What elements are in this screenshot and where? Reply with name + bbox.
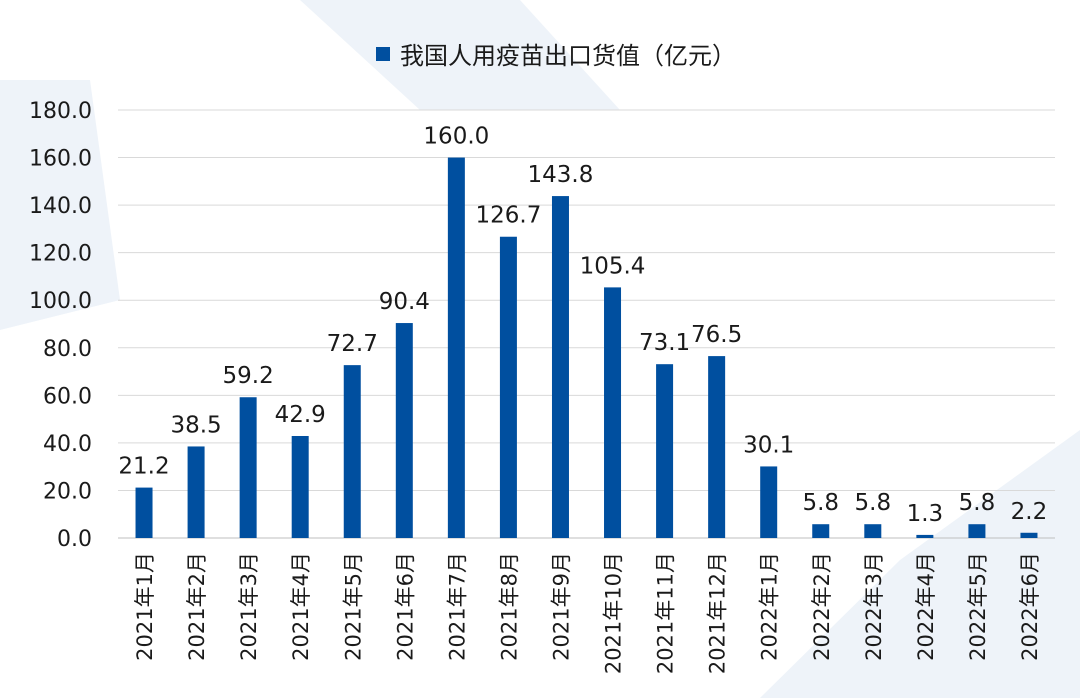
bar [135,487,153,538]
y-tick-label: 40.0 [43,432,92,457]
y-tick-label: 0.0 [57,527,92,552]
y-tick-label: 180.0 [29,99,92,124]
background-band-right [760,430,1080,698]
data-label: 72.7 [327,331,378,357]
bar [760,466,778,538]
y-tick-label: 60.0 [43,384,92,409]
y-tick-label: 20.0 [43,479,92,504]
background-band-left [0,80,120,330]
x-tick-label: 2021年9月 [549,552,573,661]
legend-label: 我国人用疫苗出口货值（亿元） [400,42,736,70]
x-tick-label: 2022年5月 [966,552,990,661]
gridlines [118,109,1055,539]
y-tick-label: 100.0 [29,289,92,314]
data-label: 1.3 [907,501,944,527]
x-tick-label: 2022年2月 [810,552,834,661]
data-labels: 21.238.559.242.9 72.790.4 160.0 126.7 143.8 1… [118,124,1047,527]
x-tick-label: 2021年3月 [237,552,261,661]
x-tick-label: 2021年5月 [341,552,365,661]
y-tick-label: 160.0 [29,147,92,172]
data-label: 5.8 [855,490,892,516]
x-tick-label: 2021年7月 [445,552,469,661]
bar [447,157,465,539]
x-tick-label: 2021年11月 [654,552,678,674]
bar [812,524,830,538]
bar [187,446,205,538]
data-label: 76.5 [691,322,742,348]
x-tick-label: 2021年2月 [185,552,209,661]
data-label: 42.9 [275,402,326,428]
bars [135,157,1038,539]
y-tick-label: 140.0 [29,194,92,219]
bar [864,524,882,538]
x-tick-label: 2021年12月 [706,552,730,674]
data-label: 30.1 [743,432,794,458]
x-tick-label: 2021年10月 [602,552,626,674]
y-axis-ticks: 0.0 20.0 40.0 60.0 80.0 100.0 120.0 140.0 160.0 1… [29,99,92,552]
data-label: 38.5 [170,412,221,438]
data-label: 105.4 [580,253,646,279]
x-tick-label: 2022年1月 [758,552,782,661]
data-label: 90.4 [379,289,430,315]
bar [656,364,674,538]
data-label: 126.7 [475,203,541,229]
data-label: 160.0 [423,124,489,150]
bar [239,397,257,538]
bar [395,323,413,538]
y-tick-label: 120.0 [29,242,92,267]
bar [291,435,309,538]
x-tick-label: 2021年6月 [393,552,417,661]
x-tick-label: 2022年6月 [1018,552,1042,661]
data-label: 5.8 [802,490,839,516]
data-label: 2.2 [1011,499,1048,525]
legend-swatch [376,46,390,61]
bar [343,365,361,538]
bar [604,287,622,538]
bar [499,236,517,539]
x-axis-ticks: 2021年1月 2021年2月 2021年3月 2021年4月 2021年5月 2021年… [133,552,1042,674]
data-label: 21.2 [118,454,169,480]
background-band-top [300,0,620,110]
bar [708,356,726,538]
y-tick-label: 80.0 [43,337,92,362]
legend: 我国人用疫苗出口货值（亿元） [376,36,736,71]
bar [916,534,934,538]
bar [551,196,569,538]
data-label: 73.1 [639,330,690,356]
x-tick-label: 2021年1月 [133,552,157,661]
data-label: 143.8 [528,162,594,188]
bar [968,524,986,538]
bar [1020,532,1038,538]
data-label: 5.8 [959,490,996,516]
data-label: 59.2 [223,363,274,389]
x-tick-label: 2022年3月 [862,552,886,661]
x-tick-label: 2021年8月 [497,552,521,661]
x-tick-label: 2022年4月 [914,552,938,661]
x-tick-label: 2021年4月 [289,552,313,661]
